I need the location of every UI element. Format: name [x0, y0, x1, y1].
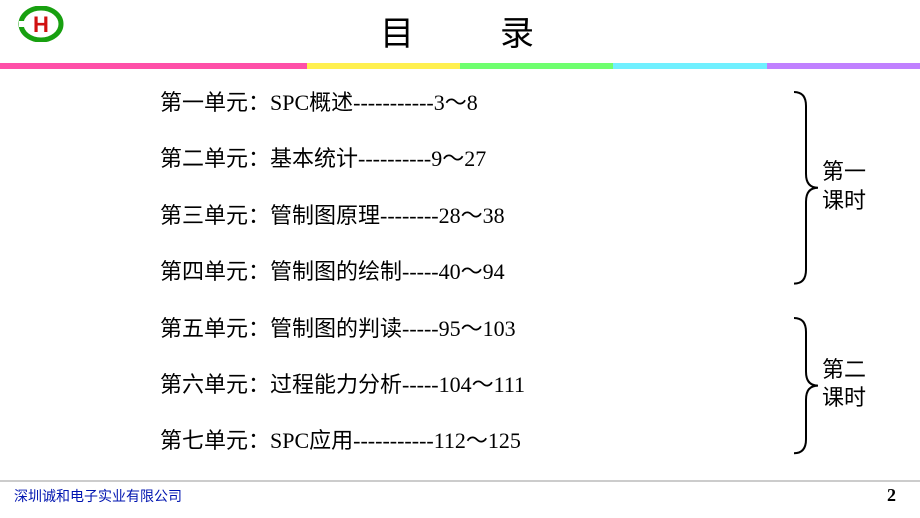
toc-item: 第五单元：管制图的判读-----95～103 [160, 316, 860, 342]
brace-icon [792, 90, 820, 286]
rainbow-divider [0, 63, 920, 69]
company-logo: H [14, 6, 68, 42]
page-title: 目 录 [0, 0, 920, 55]
bottom-border [0, 480, 920, 482]
toc-item: 第三单元：管制图原理--------28～38 [160, 203, 860, 229]
toc-item: 第一单元：SPC概述-----------3～8 [160, 90, 860, 116]
toc-group: 第五单元：管制图的判读-----95～103 第六单元：过程能力分析-----10… [160, 316, 860, 455]
page-number: 2 [887, 485, 896, 506]
toc-item: 第二单元：基本统计----------9～27 [160, 146, 860, 172]
brace-icon [792, 316, 820, 455]
toc-item: 第四单元：管制图的绘制-----40～94 [160, 259, 860, 285]
svg-text:H: H [33, 12, 49, 37]
table-of-contents: 第一单元：SPC概述-----------3～8 第二单元：基本统计-------… [160, 90, 860, 485]
toc-item: 第六单元：过程能力分析-----104～111 [160, 372, 860, 398]
toc-group: 第一单元：SPC概述-----------3～8 第二单元：基本统计-------… [160, 90, 860, 286]
group-label: 第二 课时 [822, 356, 870, 413]
footer-company: 深圳诚和电子实业有限公司 [14, 486, 182, 506]
group-label: 第一 课时 [822, 158, 870, 215]
toc-item: 第七单元：SPC应用-----------112～125 [160, 428, 860, 454]
